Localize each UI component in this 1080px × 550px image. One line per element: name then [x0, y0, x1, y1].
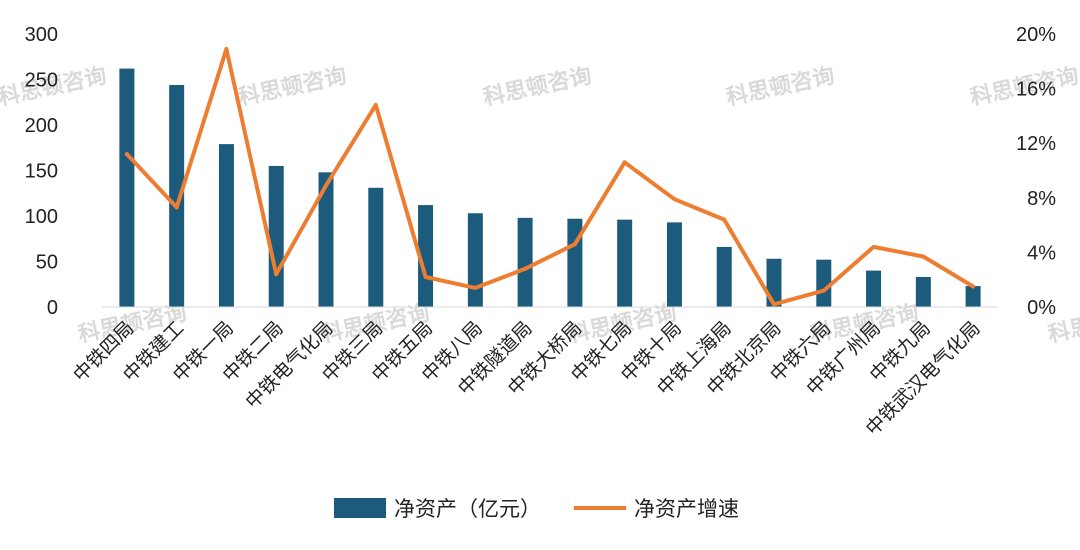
growth-point	[622, 160, 627, 165]
right-axis-tick: 8%	[1027, 188, 1056, 210]
line-series	[124, 47, 976, 307]
watermark-text: 科思顿咨询	[236, 63, 349, 111]
right-axis-tick: 20%	[1016, 24, 1056, 46]
growth-point	[572, 242, 577, 247]
left-axis-tick: 200	[25, 115, 58, 137]
bar-series	[119, 68, 981, 308]
bar	[169, 84, 185, 308]
growth-point	[672, 197, 677, 202]
growth-point	[722, 217, 727, 222]
growth-point	[523, 266, 528, 271]
left-axis-tick: 0	[47, 297, 58, 319]
growth-point	[772, 302, 776, 307]
legend-bar-swatch	[334, 498, 386, 518]
legend-line-label: 净资产增速	[634, 497, 739, 521]
legend: 净资产（亿元） 净资产增速	[334, 497, 739, 521]
left-axis: 0 50 100 150 200 250 300	[25, 24, 58, 319]
right-axis-tick: 16%	[1016, 79, 1056, 101]
bar	[268, 165, 284, 307]
bar	[517, 217, 533, 307]
bar	[368, 187, 384, 307]
left-axis-tick: 50	[36, 252, 58, 274]
growth-point	[373, 102, 378, 107]
growth-point	[423, 274, 428, 279]
growth-point	[821, 288, 826, 293]
left-axis-tick: 250	[25, 70, 58, 92]
left-axis-tick: 300	[25, 24, 58, 46]
bar	[318, 172, 334, 307]
bar	[965, 286, 981, 307]
bar	[866, 270, 882, 307]
right-axis-tick: 4%	[1027, 242, 1056, 264]
growth-point	[174, 205, 179, 210]
legend-bar-label: 净资产（亿元）	[394, 497, 541, 521]
growth-point	[473, 285, 478, 290]
bar	[816, 259, 832, 307]
left-axis-tick: 100	[25, 206, 58, 228]
growth-point	[124, 152, 129, 157]
growth-point	[274, 272, 279, 277]
bar	[915, 276, 931, 307]
watermark-text: 科思顿咨询	[724, 63, 837, 111]
growth-point	[224, 47, 229, 52]
bar	[666, 222, 682, 307]
bar	[218, 144, 234, 307]
right-axis: 0% 4% 8% 12% 16% 20%	[1016, 24, 1056, 319]
growth-line	[124, 47, 976, 307]
watermark-text: 科思顿咨询	[481, 63, 594, 111]
bar	[766, 258, 782, 307]
bar	[418, 205, 434, 307]
growth-point	[871, 244, 876, 249]
growth-point	[971, 284, 976, 289]
right-axis-tick: 0%	[1027, 297, 1056, 319]
bar	[467, 213, 483, 307]
right-axis-tick: 12%	[1016, 133, 1056, 155]
bar	[716, 246, 732, 307]
left-axis-tick: 150	[25, 161, 58, 183]
bar	[617, 219, 633, 307]
growth-point	[324, 183, 328, 188]
bar	[119, 68, 135, 307]
growth-point	[921, 254, 926, 259]
